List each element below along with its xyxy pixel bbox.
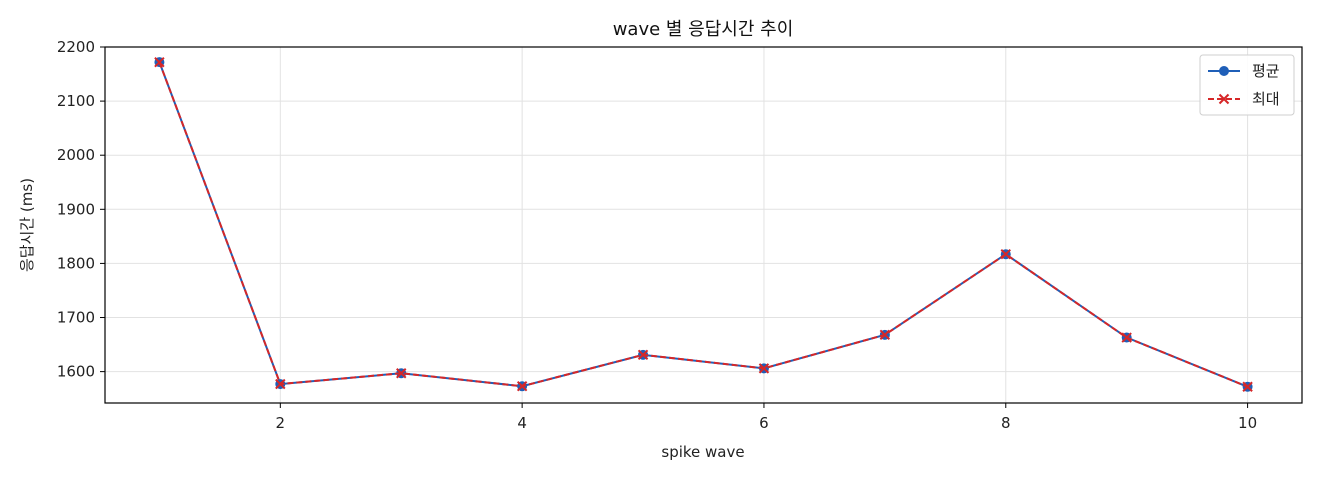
legend-item: 최대 bbox=[1208, 90, 1280, 108]
data-point-stroke bbox=[637, 349, 649, 361]
data-point-stroke bbox=[1121, 332, 1132, 343]
legend-marker bbox=[1219, 66, 1229, 76]
y-tick-label: 1600 bbox=[57, 363, 95, 381]
x-axis: 2 4 6 8 10 bbox=[276, 403, 1257, 432]
plot-frame bbox=[104, 46, 1303, 404]
chart-title: wave 별 응답시간 추이 bbox=[613, 19, 794, 40]
y-tick-label: 1800 bbox=[57, 254, 95, 272]
data-point bbox=[516, 381, 528, 392]
data-point-stroke bbox=[275, 378, 286, 390]
y-tick-label: 2100 bbox=[57, 92, 95, 110]
data-point bbox=[1242, 381, 1253, 392]
series-2 bbox=[154, 56, 1253, 392]
data-point-stroke bbox=[879, 329, 891, 341]
legend-marker bbox=[1218, 93, 1230, 105]
data-point-stroke bbox=[758, 363, 770, 374]
y-tick-label: 2200 bbox=[57, 38, 95, 56]
y-tick-label: 2000 bbox=[57, 146, 95, 164]
y-axis: 1600 1700 1800 1900 2000 2100 2200 bbox=[57, 38, 105, 381]
x-tick-label: 6 bbox=[759, 414, 769, 432]
data-point bbox=[154, 56, 165, 68]
x-tick-label: 8 bbox=[1001, 414, 1011, 432]
x-tick-label: 10 bbox=[1238, 414, 1257, 432]
data-point-stroke bbox=[396, 368, 407, 379]
legend-label: 최대 bbox=[1252, 90, 1280, 108]
data-point bbox=[879, 329, 891, 341]
data-point-stroke bbox=[1242, 381, 1253, 392]
y-axis-label: 응답시간 (ms) bbox=[18, 178, 36, 272]
legend-item: 평균 bbox=[1208, 62, 1280, 80]
data-point-stroke bbox=[516, 381, 528, 392]
series-1 bbox=[154, 57, 1253, 392]
legend-box bbox=[1199, 54, 1295, 116]
data-point-stroke bbox=[154, 56, 165, 68]
series-line bbox=[158, 61, 1248, 388]
series-line bbox=[158, 61, 1248, 388]
x-tick-label: 2 bbox=[276, 414, 286, 432]
data-point-stroke bbox=[1000, 249, 1011, 260]
data-point bbox=[1121, 332, 1132, 343]
data-point bbox=[1000, 249, 1011, 260]
data-point bbox=[275, 378, 286, 390]
data-point bbox=[758, 363, 770, 374]
y-tick-label: 1900 bbox=[57, 200, 95, 218]
legend-marker-stroke bbox=[1218, 93, 1230, 105]
data-point bbox=[396, 368, 407, 379]
y-tick-label: 1700 bbox=[57, 309, 95, 327]
x-tick-label: 4 bbox=[517, 414, 527, 432]
series-layer bbox=[154, 56, 1253, 392]
data-point bbox=[637, 349, 649, 361]
legend-label: 평균 bbox=[1252, 62, 1280, 80]
x-axis-label: spike wave bbox=[661, 443, 744, 461]
grid-lines bbox=[105, 46, 1302, 403]
